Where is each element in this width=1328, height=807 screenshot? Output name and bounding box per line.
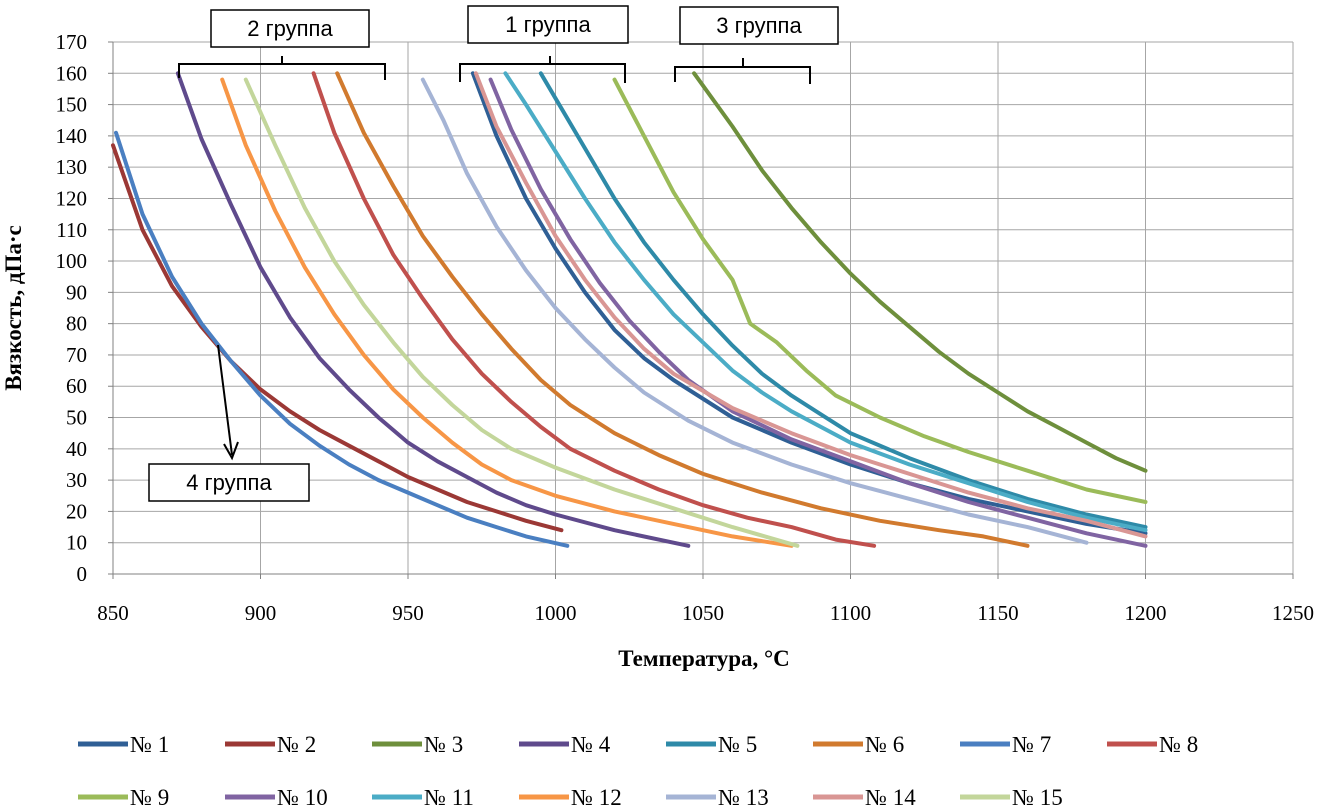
group-3-box: [679, 6, 839, 45]
y-tick-label: 130: [56, 155, 88, 179]
y-axis-title: Вязкость, дПа·с: [1, 225, 26, 391]
series-line-13: [420, 77, 1089, 545]
legend-label-4: № 4: [571, 732, 611, 757]
group-3-bracket: [674, 58, 811, 84]
x-tick-label: 1150: [977, 601, 1018, 625]
series-line-2: [111, 143, 564, 533]
series-line-5: [538, 71, 1148, 530]
legend-label-2: № 2: [277, 732, 316, 757]
y-tick-label: 40: [66, 437, 87, 461]
y-tick-label: 100: [56, 249, 88, 273]
group-1-label: 1 группа: [505, 12, 591, 37]
y-tick-label: 10: [66, 531, 87, 555]
series-line-8: [311, 71, 877, 548]
y-tick-label: 110: [56, 218, 87, 242]
y-tick-label: 140: [56, 124, 88, 148]
group-4-label: 4 группа: [186, 470, 272, 495]
series-line-14: [473, 71, 1148, 539]
group-annotations: 2 группа 1 группа 3 группа 4 группа: [148, 5, 839, 502]
group-2-box: [210, 9, 370, 48]
x-axis-title: Температура, °С: [618, 646, 790, 671]
legend-label-15: № 15: [1012, 785, 1063, 807]
y-tick-label: 0: [77, 562, 88, 586]
group-1-box: [467, 5, 629, 44]
legend-label-12: № 12: [571, 785, 622, 807]
group-2-label: 2 группа: [247, 16, 333, 41]
y-tick-label: 50: [66, 406, 87, 430]
group-2-bracket: [178, 56, 386, 80]
y-tick-label: 120: [56, 186, 88, 210]
grid: [113, 41, 1294, 574]
x-tick-label: 850: [97, 601, 129, 625]
x-tick-label: 1200: [1125, 601, 1167, 625]
y-tick-label: 160: [56, 61, 88, 85]
series-line-7: [114, 130, 570, 548]
y-tick-label: 90: [66, 280, 87, 304]
x-tick-labels: 850 900 950 1000 1050 1100 1150 1200 1250: [97, 574, 1314, 625]
series-lines: [111, 71, 1148, 548]
x-tick-label: 1100: [830, 601, 871, 625]
series-line-6: [335, 71, 1030, 548]
y-tick-label: 80: [66, 312, 87, 336]
series-line-15: [243, 77, 800, 548]
legend-label-13: № 13: [718, 785, 769, 807]
series-line-4: [175, 71, 691, 548]
legend-label-6: № 6: [865, 732, 904, 757]
group-4-arrow: [217, 344, 239, 461]
series-line-9: [612, 77, 1148, 504]
legend-label-1: № 1: [130, 732, 169, 757]
x-tick-label: 1000: [535, 601, 577, 625]
y-tick-label: 60: [66, 374, 87, 398]
legend: № 1 № 2 № 3 № 4 № 5 № 6 № 7 № 8 № 9 № 10 № 11 № 12 №…: [78, 732, 1198, 807]
x-tick-label: 950: [392, 601, 424, 625]
series-line-11: [503, 71, 1148, 533]
legend-label-14: № 14: [865, 785, 916, 807]
y-tick-label: 30: [66, 468, 87, 492]
legend-label-3: № 3: [424, 732, 463, 757]
x-tick-label: 1050: [682, 601, 724, 625]
y-tick-label: 170: [56, 30, 88, 54]
legend-label-5: № 5: [718, 732, 757, 757]
legend-label-9: № 9: [130, 785, 169, 807]
group-4-box: [148, 463, 310, 502]
y-tick-label: 70: [66, 343, 87, 367]
series-line-12: [220, 77, 794, 548]
legend-label-7: № 7: [1012, 732, 1051, 757]
x-tick-label: 900: [245, 601, 277, 625]
group-1-bracket: [459, 56, 626, 83]
series-line-1: [470, 71, 1148, 536]
series-line-3: [692, 71, 1148, 473]
legend-label-8: № 8: [1159, 732, 1198, 757]
y-tick-label: 20: [66, 499, 87, 523]
y-tick-labels: 0 10 20 30 40 50 60 70 80 90 100 110 120 130 140 150 160…: [56, 30, 113, 586]
legend-label-10: № 10: [277, 785, 328, 807]
group-3-label: 3 группа: [716, 13, 802, 38]
x-tick-label: 1250: [1272, 601, 1314, 625]
y-tick-label: 150: [56, 93, 88, 117]
legend-label-11: № 11: [424, 785, 474, 807]
